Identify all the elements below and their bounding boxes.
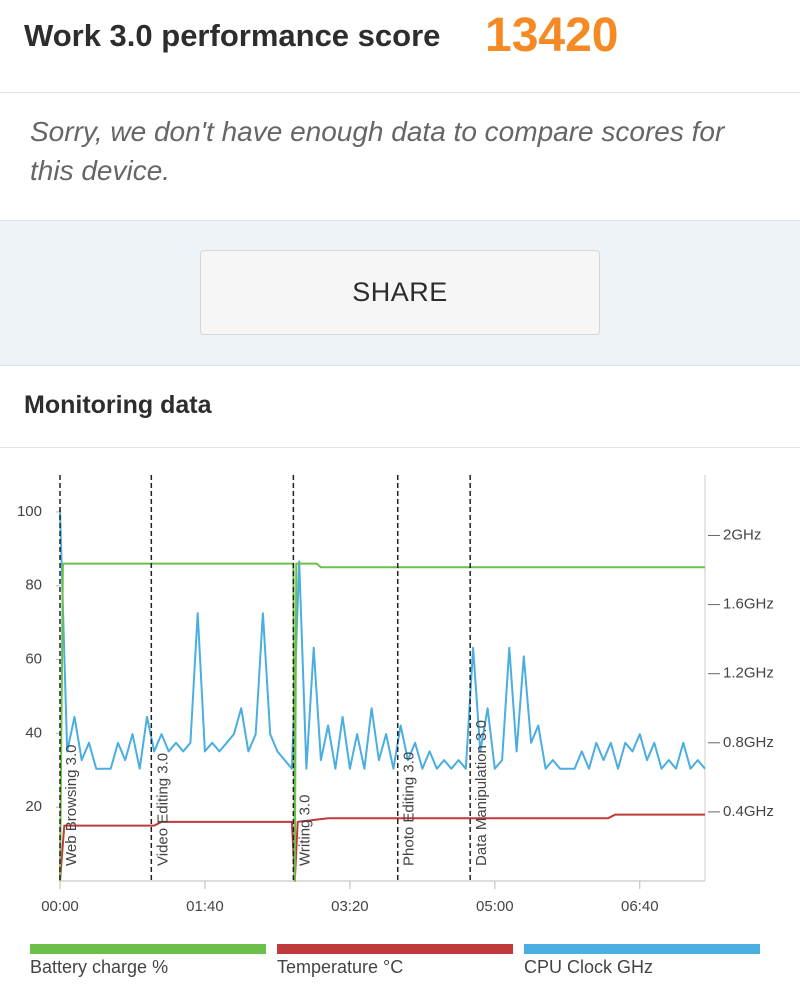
- section-title: Monitoring data: [24, 391, 212, 419]
- legend-swatch: [524, 944, 760, 954]
- series-line: [59, 509, 706, 770]
- x-tick-label: 05:00: [476, 898, 514, 915]
- message: Sorry, we don't have enough data to comp…: [30, 116, 725, 186]
- score-card: Work 3.0 performance score 13420 Sorry, …: [0, 0, 800, 221]
- x-tick-label: 01:40: [186, 898, 224, 915]
- test-label: Photo Editing 3.0: [401, 752, 418, 866]
- legend-label: CPU Clock GHz: [524, 957, 653, 977]
- series-line: [59, 562, 705, 882]
- divider: [0, 447, 800, 448]
- x-tick-label: 03:20: [331, 898, 369, 915]
- y2-tick-label: 2GHz: [723, 526, 761, 543]
- chart: 20 40 60 80 100 0.4GHz 0.8GHz 1.2GHz 1.6GHz 2GHz 0…: [17, 475, 774, 977]
- y2-tick-label: 1.6GHz: [723, 596, 774, 613]
- y2-tick-label: 1.2GHz: [723, 665, 774, 682]
- y-tick-label: 20: [25, 798, 42, 815]
- y2-tick-label: 0.4GHz: [723, 803, 774, 820]
- test-label: Video Editing 3.0: [154, 753, 171, 866]
- score-title: Work 3.0 performance score: [24, 18, 441, 53]
- y-tick-label: 80: [25, 577, 42, 594]
- divider: [0, 92, 800, 93]
- y-tick-label: 100: [17, 503, 42, 520]
- legend-swatch: [277, 944, 513, 954]
- test-label: Writing 3.0: [296, 795, 313, 866]
- test-label: Web Browsing 3.0: [63, 745, 80, 866]
- y-tick-label: 60: [25, 651, 42, 668]
- score-value: 13420: [485, 9, 619, 62]
- legend-label: Battery charge %: [30, 957, 168, 977]
- share-button[interactable]: SHARE: [200, 250, 600, 335]
- y-tick-label: 40: [25, 724, 42, 741]
- x-tick-label: 00:00: [41, 898, 79, 915]
- test-label: Data Manipulation 3.0: [473, 720, 490, 866]
- x-tick-label: 06:40: [621, 898, 659, 915]
- legend-swatch: [30, 944, 266, 954]
- y2-tick-label: 0.8GHz: [723, 734, 774, 751]
- legend-label: Temperature °C: [277, 957, 403, 977]
